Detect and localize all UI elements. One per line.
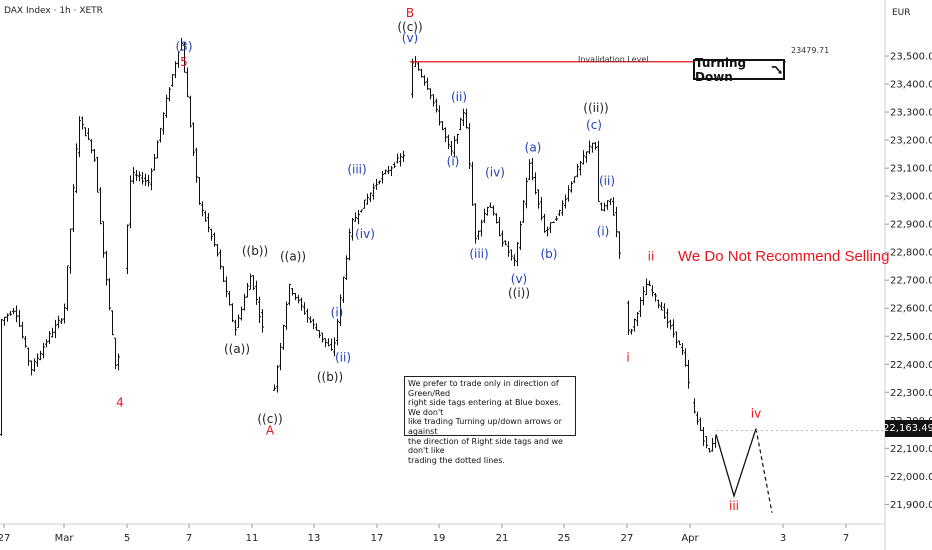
x-tick-label: 27 [621, 533, 634, 544]
wave-label: iii [729, 499, 739, 513]
chart-title: DAX Index · 1h · XETR [4, 6, 103, 16]
x-tick-label: 13 [308, 533, 321, 544]
wave-label: (iv) [355, 227, 375, 241]
x-tick-label: 3 [780, 533, 786, 544]
y-tick-label: 22,300.00 [890, 388, 932, 399]
price-bars [0, 37, 717, 453]
x-tick-label: 21 [496, 533, 509, 544]
trading-note: We prefer to trade only in direction of … [404, 376, 576, 465]
wave-label: (ii) [335, 350, 351, 364]
wave-label: B [406, 6, 414, 20]
wave-label: (v) [402, 31, 418, 45]
wave-label: (3) [176, 39, 193, 53]
wave-label: ((b)) [317, 370, 343, 384]
wave-label: ii [648, 250, 655, 264]
wave-label: i [626, 350, 629, 364]
wave-label: (ii) [451, 90, 467, 104]
price-axis: 21,900.0022,000.0022,100.0022,200.0022,3… [885, 52, 932, 511]
wave-label: (v) [511, 272, 527, 286]
warning-text: We Do Not Recommend Selling [678, 248, 890, 265]
wave-label: (c) [586, 118, 602, 132]
wave-label: 5 [180, 55, 188, 69]
wave-label: ((c)) [397, 20, 422, 34]
note-line: like trading Turning up/down arrows or a… [408, 417, 562, 436]
y-tick-label: 23,100.00 [890, 164, 932, 175]
wave-label: (ii) [599, 174, 615, 188]
wave-label: (i) [331, 306, 344, 320]
note-line: We prefer to trade only in direction of … [408, 379, 559, 398]
y-tick-label: 22,800.00 [890, 248, 932, 259]
invalidation-value: 23479.71 [791, 46, 830, 55]
wave-label: ((c)) [257, 412, 282, 426]
wave-label: (iii) [347, 163, 366, 177]
x-tick-label: 17 [371, 533, 384, 544]
wave-label: 4 [116, 395, 124, 409]
y-tick-label: 22,400.00 [890, 360, 932, 371]
wave-label: A [266, 423, 275, 437]
x-tick-label: 11 [246, 533, 259, 544]
y-tick-label: 23,300.00 [890, 108, 932, 119]
wave-label: (iv) [485, 166, 505, 180]
x-tick-label: 19 [433, 533, 446, 544]
wave-label: iv [751, 407, 761, 421]
invalidation-label: Invalidation Level [578, 55, 649, 64]
turning-down-badge: Turning Down [693, 56, 785, 84]
y-tick-label: 21,900.00 [890, 500, 932, 511]
y-tick-label: 22,000.00 [890, 472, 932, 483]
y-tick-label: 22,700.00 [890, 276, 932, 287]
y-tick-label: 22,600.00 [890, 304, 932, 315]
projection-path [715, 428, 773, 513]
x-tick-label: 25 [558, 533, 571, 544]
wave-label: (i) [597, 224, 610, 238]
wave-label: ((i)) [508, 286, 530, 300]
wave-labels: (3)54((b))((a))((a))((c))A((b))(i)(ii)(i… [116, 6, 761, 513]
note-line: the direction of Right side tags and we … [408, 436, 563, 456]
y-tick-label: 22,100.00 [890, 444, 932, 455]
wave-label: ((a)) [224, 342, 250, 356]
wave-label: ((b)) [242, 244, 268, 258]
note-line: trading the dotted lines. [408, 455, 505, 465]
time-axis: 27 Mar 5 7 11 13 17 19 21 25 27 Apr 3 7 [0, 524, 849, 544]
y-tick-label: 22,900.00 [890, 220, 932, 231]
wave-label: (a) [525, 140, 542, 154]
y-tick-label: 23,500.00 [890, 52, 932, 63]
turning-down-arrow-icon [771, 65, 782, 74]
x-tick-label: 7 [186, 533, 192, 544]
y-tick-label: 22,500.00 [890, 332, 932, 343]
wave-label: (b) [541, 247, 558, 261]
currency-label: EUR [892, 8, 911, 18]
projection-solid [715, 428, 757, 499]
x-tick-label: 7 [843, 533, 849, 544]
y-tick-label: 23,400.00 [890, 80, 932, 91]
wave-label: ((a)) [280, 250, 306, 264]
x-tick-label: 5 [124, 533, 130, 544]
projection-dotted [755, 428, 773, 513]
wave-label: (i) [447, 154, 460, 168]
y-tick-label: 23,200.00 [890, 136, 932, 147]
x-tick-label: Apr [681, 533, 699, 544]
x-tick-label: Mar [55, 533, 75, 544]
last-price-tag: 22,163.49 [883, 420, 932, 437]
wave-label: (iii) [469, 247, 488, 261]
turning-down-label: Turning Down [695, 55, 747, 84]
y-tick-label: 23,000.00 [890, 192, 932, 203]
note-line: right side tags entering at Blue boxes. … [408, 398, 562, 417]
wave-label: ((ii)) [583, 101, 608, 115]
x-tick-label: 27 [0, 533, 10, 544]
